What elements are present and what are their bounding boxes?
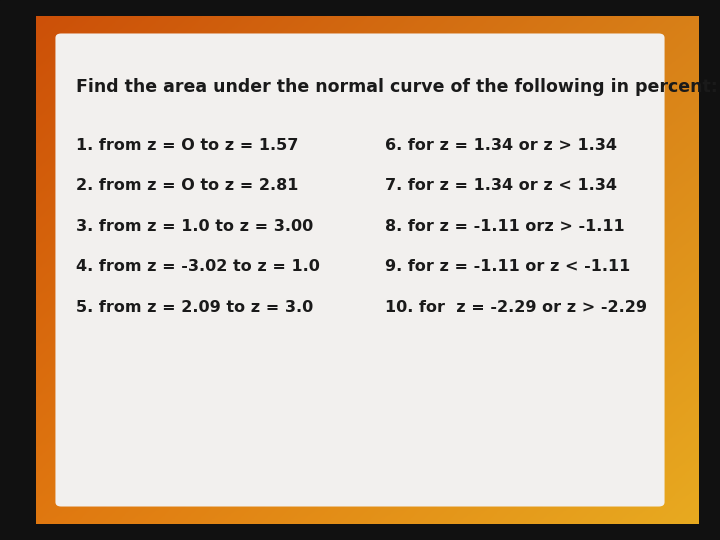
Text: 4. from z = -3.02 to z = 1.0: 4. from z = -3.02 to z = 1.0 — [76, 259, 320, 274]
Text: 5. from z = 2.09 to z = 3.0: 5. from z = 2.09 to z = 3.0 — [76, 300, 313, 315]
Text: 1. from z = O to z = 1.57: 1. from z = O to z = 1.57 — [76, 138, 298, 153]
Text: 8. for z = -1.11 orz > -1.11: 8. for z = -1.11 orz > -1.11 — [385, 219, 625, 234]
Text: 6. for z = 1.34 or z > 1.34: 6. for z = 1.34 or z > 1.34 — [385, 138, 617, 153]
Text: Find the area under the normal curve of the following in percent:: Find the area under the normal curve of … — [76, 78, 717, 96]
Text: 2. from z = O to z = 2.81: 2. from z = O to z = 2.81 — [76, 178, 298, 193]
FancyBboxPatch shape — [55, 33, 665, 507]
Text: 3. from z = 1.0 to z = 3.00: 3. from z = 1.0 to z = 3.00 — [76, 219, 313, 234]
Text: 9. for z = -1.11 or z < -1.11: 9. for z = -1.11 or z < -1.11 — [385, 259, 631, 274]
Text: 10. for  z = -2.29 or z > -2.29: 10. for z = -2.29 or z > -2.29 — [385, 300, 647, 315]
Text: 7. for z = 1.34 or z < 1.34: 7. for z = 1.34 or z < 1.34 — [385, 178, 617, 193]
